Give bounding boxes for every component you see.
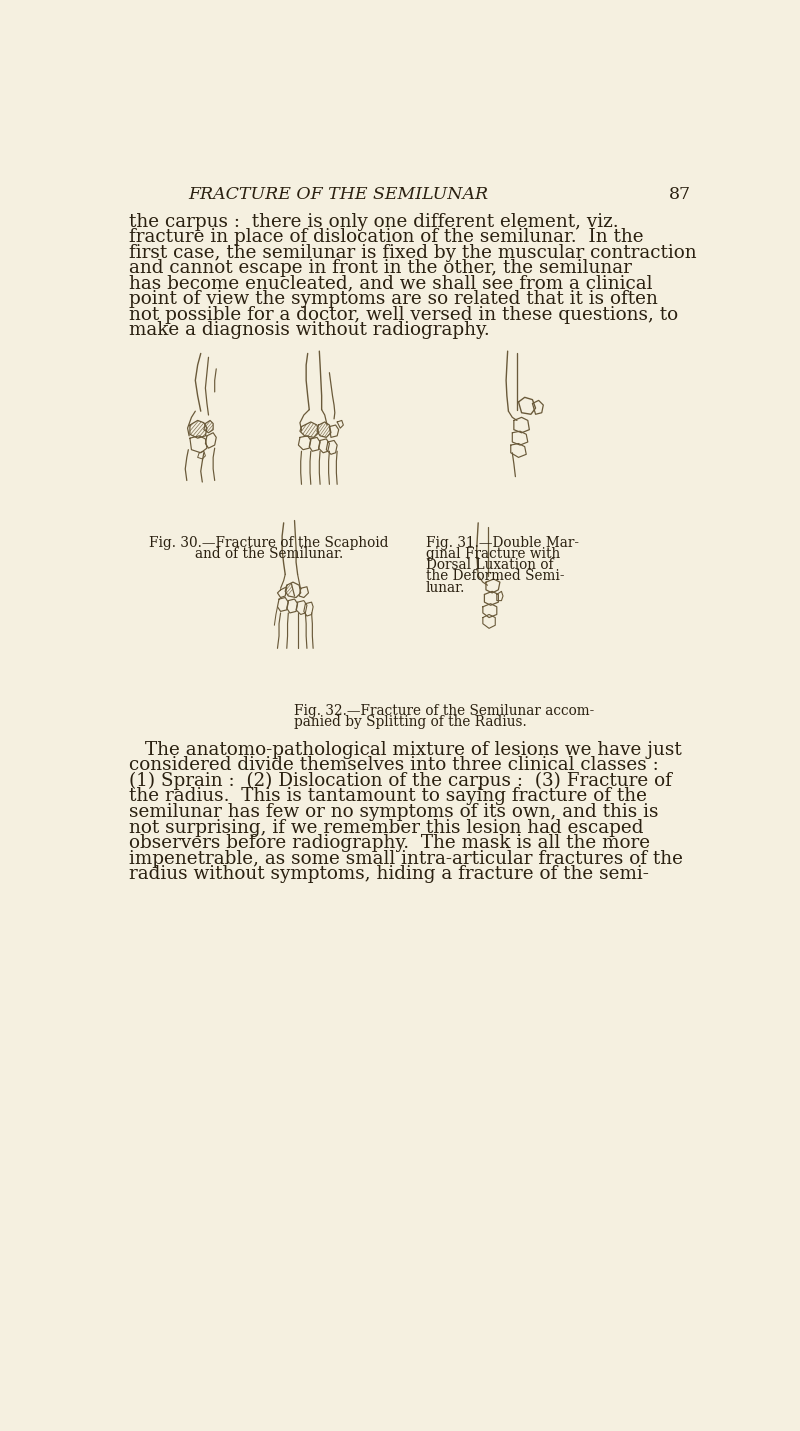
Text: the carpus :  there is only one different element, viz.: the carpus : there is only one different…	[130, 213, 619, 230]
Text: FRACTURE OF THE SEMILUNAR: FRACTURE OF THE SEMILUNAR	[189, 186, 489, 203]
Text: The anatomo-pathological mixture of lesions we have just: The anatomo-pathological mixture of lesi…	[145, 741, 682, 758]
Text: observers before radiography.  The mask is all the more: observers before radiography. The mask i…	[130, 834, 650, 851]
Text: radius without symptoms, hiding a fracture of the semi-: radius without symptoms, hiding a fractu…	[130, 866, 650, 883]
Text: 87: 87	[669, 186, 690, 203]
Text: Dorsal Luxation of: Dorsal Luxation of	[426, 558, 553, 572]
Text: first case, the semilunar is fixed by the muscular contraction: first case, the semilunar is fixed by th…	[130, 243, 697, 262]
Text: the Deformed Semi-: the Deformed Semi-	[426, 570, 564, 584]
Text: and of the Semilunar.: and of the Semilunar.	[195, 547, 343, 561]
Text: point of view the symptoms are so related that it is often: point of view the symptoms are so relate…	[130, 290, 658, 308]
Text: and cannot escape in front in the other, the semilunar: and cannot escape in front in the other,…	[130, 259, 632, 278]
Text: make a diagnosis without radiography.: make a diagnosis without radiography.	[130, 322, 490, 339]
Text: the radius.  This is tantamount to saying fracture of the: the radius. This is tantamount to saying…	[130, 787, 647, 806]
Text: ginal Fracture with: ginal Fracture with	[426, 547, 560, 561]
Text: Fig. 30.—Fracture of the Scaphoid: Fig. 30.—Fracture of the Scaphoid	[150, 537, 389, 550]
Text: impenetrable, as some small intra-articular fractures of the: impenetrable, as some small intra-articu…	[130, 850, 683, 867]
Text: semilunar has few or no symptoms of its own, and this is: semilunar has few or no symptoms of its …	[130, 803, 659, 821]
Text: Fig. 32.—Fracture of the Semilunar accom-: Fig. 32.—Fracture of the Semilunar accom…	[294, 704, 594, 718]
Text: panied by Splitting of the Radius.: panied by Splitting of the Radius.	[294, 716, 526, 728]
Text: has become enucleated, and we shall see from a clinical: has become enucleated, and we shall see …	[130, 275, 653, 293]
Text: not possible for a doctor, well versed in these questions, to: not possible for a doctor, well versed i…	[130, 306, 678, 323]
Text: not surprising, if we remember this lesion had escaped: not surprising, if we remember this lesi…	[130, 819, 644, 837]
Text: (1) Sprain :  (2) Dislocation of the carpus :  (3) Fracture of: (1) Sprain : (2) Dislocation of the carp…	[130, 771, 672, 790]
Text: fracture in place of dislocation of the semilunar.  In the: fracture in place of dislocation of the …	[130, 228, 644, 246]
Text: Fig. 31.—Double Mar-: Fig. 31.—Double Mar-	[426, 537, 578, 550]
Text: lunar.: lunar.	[426, 581, 465, 595]
Text: considered divide themselves into three clinical classes :: considered divide themselves into three …	[130, 757, 659, 774]
